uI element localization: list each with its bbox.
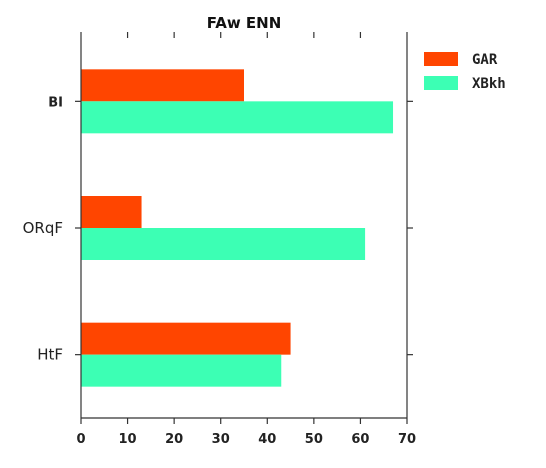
bar-xbkh-htf bbox=[81, 354, 282, 387]
bars-group bbox=[81, 69, 394, 387]
x-tick-label: 70 bbox=[398, 432, 416, 447]
legend-label-gar: GAR bbox=[472, 52, 498, 68]
x-tick-label: 10 bbox=[119, 432, 137, 447]
legend-swatch-gar bbox=[424, 52, 458, 66]
x-tick-label: 50 bbox=[305, 432, 323, 447]
x-tick-label: 30 bbox=[212, 432, 230, 447]
bar-xbkh-orqf bbox=[81, 228, 366, 260]
bar-gar-htf bbox=[81, 322, 291, 355]
x-tick-label: 20 bbox=[165, 432, 183, 447]
axes-group: 0 10 20 30 40 50 60 70 BI ORqF HtF bbox=[23, 32, 416, 447]
y-tick-label: HtF bbox=[37, 346, 63, 364]
bar-gar-orqf bbox=[81, 196, 142, 228]
bar-xbkh-bi bbox=[81, 101, 394, 134]
legend: GAR XBkh bbox=[424, 52, 506, 92]
y-tick-label: BI bbox=[48, 95, 63, 110]
legend-swatch-xbkh bbox=[424, 76, 458, 90]
chart-title: FAw ENN bbox=[207, 14, 282, 32]
bar-gar-bi bbox=[81, 69, 244, 102]
x-tick-label: 0 bbox=[76, 432, 85, 447]
legend-label-xbkh: XBkh bbox=[472, 76, 506, 92]
x-tick-label: 40 bbox=[258, 432, 276, 447]
y-tick-label: ORqF bbox=[23, 219, 63, 237]
x-tick-label: 60 bbox=[351, 432, 369, 447]
